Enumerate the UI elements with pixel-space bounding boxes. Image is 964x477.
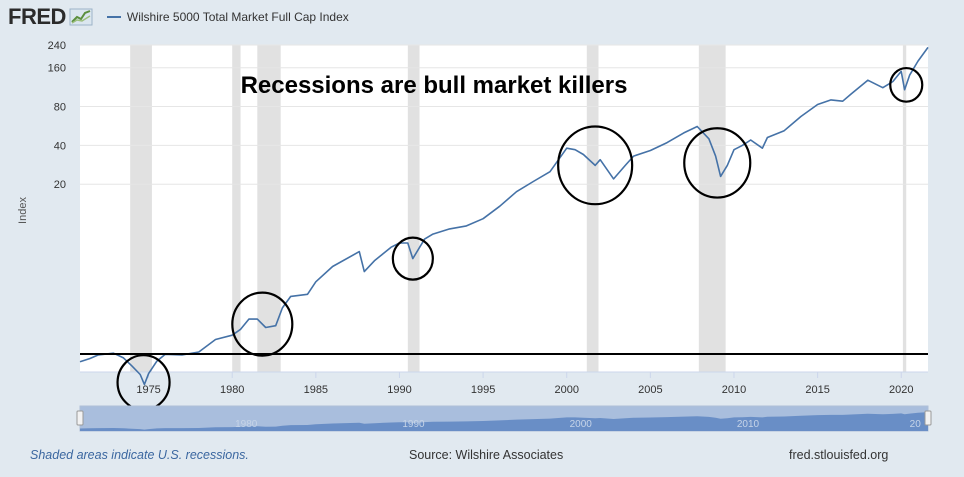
line-chart[interactable]: 20 40 80 160 240 1975 1980 1985 1990 1995 2000 2005…: [0, 30, 940, 462]
x-tick-label: 1975: [136, 384, 160, 396]
annotation-circle: [683, 127, 752, 199]
navigator-label: 2010: [737, 419, 760, 430]
source-credit: Source: Wilshire Associates: [409, 448, 564, 462]
navigator-label: 20: [910, 419, 922, 430]
fred-logo-text: FRED: [8, 4, 66, 29]
recession-band: [130, 45, 152, 372]
recession-band: [902, 45, 907, 372]
annotation-title: Recessions are bull market killers: [241, 72, 628, 99]
annotation-circle: [231, 291, 294, 357]
x-tick-label: 2020: [889, 384, 913, 396]
y-axis-label: Index: [17, 197, 29, 224]
x-tick-label: 1995: [471, 384, 495, 396]
x-tick-label: 1985: [304, 384, 328, 396]
site-credit[interactable]: fred.stlouisfed.org: [789, 448, 889, 462]
recession-band: [232, 45, 241, 372]
y-tick-label: 40: [54, 140, 66, 152]
x-tick-label: 1990: [387, 384, 411, 396]
legend-line-swatch: [106, 16, 121, 18]
x-tick-label: 1980: [220, 384, 244, 396]
navigator-label: 1990: [402, 419, 425, 430]
recession-band: [257, 45, 281, 372]
series-line[interactable]: [79, 46, 929, 386]
fred-graph-icon: [69, 8, 93, 26]
x-tick-label: 2000: [554, 384, 578, 396]
graph-header: FRED Wilshire 5000 Total Market Full Cap…: [8, 4, 349, 30]
y-tick-label: 20: [54, 179, 66, 191]
legend-label: Wilshire 5000 Total Market Full Cap Inde…: [126, 10, 349, 24]
annotation-circle: [557, 125, 634, 206]
fred-logo[interactable]: FRED: [8, 4, 93, 30]
y-tick-label: 80: [54, 102, 66, 114]
recession-band: [586, 45, 599, 372]
navigator-label: 1980: [235, 419, 258, 430]
recession-band: [407, 45, 420, 372]
y-tick-label: 160: [48, 63, 66, 75]
x-tick-label: 2005: [638, 384, 662, 396]
x-tick-label: 2015: [805, 384, 829, 396]
recession-note[interactable]: Shaded areas indicate U.S. recessions.: [30, 448, 249, 462]
chart-legend[interactable]: Wilshire 5000 Total Market Full Cap Inde…: [106, 10, 349, 24]
navigator-series: [80, 412, 928, 431]
annotation-circle: [889, 66, 924, 103]
annotation-circle: [391, 236, 434, 281]
navigator-label: 2000: [570, 419, 593, 430]
recession-band: [698, 45, 726, 372]
x-tick-label: 2010: [722, 384, 746, 396]
graph-footer: Shaded areas indicate U.S. recessions. S…: [0, 442, 964, 468]
y-tick-label: 240: [48, 40, 66, 52]
navigator-handle-left[interactable]: [76, 410, 84, 426]
plot-background: [80, 45, 928, 372]
navigator-handle-right[interactable]: [924, 410, 932, 426]
